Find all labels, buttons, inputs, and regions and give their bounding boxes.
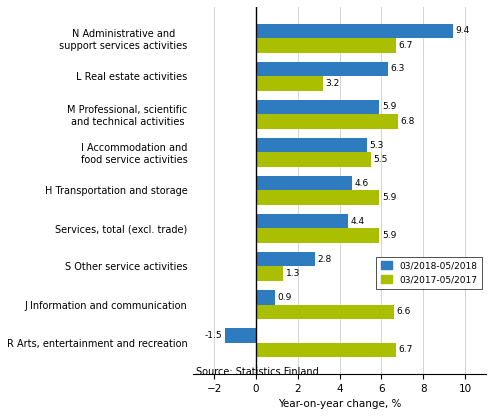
Bar <box>256 290 275 305</box>
Text: -1.5: -1.5 <box>205 331 222 340</box>
Text: 4.6: 4.6 <box>354 178 369 188</box>
Bar <box>256 138 367 152</box>
Bar <box>256 305 394 319</box>
Bar <box>256 176 352 191</box>
Text: 6.7: 6.7 <box>399 41 413 50</box>
Text: Source: Statistics Finland: Source: Statistics Finland <box>196 367 319 377</box>
Text: 5.5: 5.5 <box>374 155 388 164</box>
Bar <box>256 62 388 76</box>
Text: 5.9: 5.9 <box>382 102 396 111</box>
Bar <box>256 267 283 281</box>
Bar <box>256 76 323 91</box>
Bar <box>256 38 396 52</box>
Bar <box>256 114 398 129</box>
Text: 5.3: 5.3 <box>369 141 384 150</box>
X-axis label: Year-on-year change, %: Year-on-year change, % <box>278 399 401 409</box>
Bar <box>256 152 371 167</box>
Text: 0.9: 0.9 <box>278 293 292 302</box>
Bar <box>256 228 380 243</box>
Text: 3.2: 3.2 <box>325 79 340 88</box>
Text: 5.9: 5.9 <box>382 193 396 202</box>
Bar <box>225 328 256 343</box>
Text: 6.6: 6.6 <box>396 307 411 316</box>
Legend: 03/2018-05/2018, 03/2017-05/2017: 03/2018-05/2018, 03/2017-05/2017 <box>377 257 482 289</box>
Text: 2.8: 2.8 <box>317 255 331 264</box>
Text: 5.9: 5.9 <box>382 231 396 240</box>
Bar <box>256 100 380 114</box>
Bar <box>256 214 348 228</box>
Text: 6.8: 6.8 <box>401 117 415 126</box>
Text: 9.4: 9.4 <box>455 26 469 35</box>
Text: 1.3: 1.3 <box>285 269 300 278</box>
Bar <box>256 191 380 205</box>
Bar <box>256 24 453 38</box>
Bar <box>256 343 396 357</box>
Text: 6.3: 6.3 <box>390 64 405 73</box>
Bar <box>256 252 315 267</box>
Text: 6.7: 6.7 <box>399 345 413 354</box>
Text: 4.4: 4.4 <box>351 217 365 226</box>
